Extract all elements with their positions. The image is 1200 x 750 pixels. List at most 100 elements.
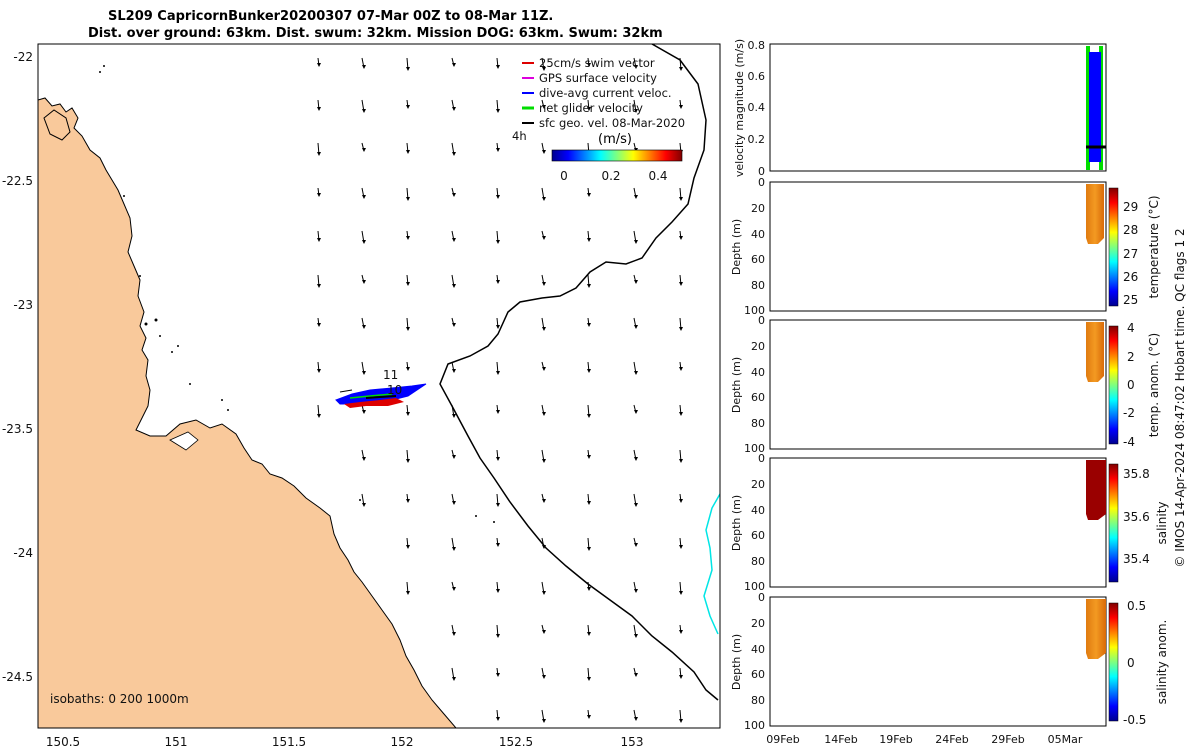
temperature-section <box>1086 184 1104 244</box>
current-arrow-head <box>496 457 500 461</box>
current-arrow-head <box>634 410 638 414</box>
current-arrow-head <box>317 284 321 288</box>
salinity-section <box>1086 460 1106 520</box>
current-arrow-head <box>452 323 456 327</box>
current-arrow-head <box>362 109 366 113</box>
current-arrow-head <box>679 499 683 503</box>
reef-dots <box>99 65 495 523</box>
current-arrow-head <box>452 369 456 373</box>
current-arrow-head <box>634 325 638 329</box>
depth-tick: 80 <box>751 694 765 707</box>
current-arrow-head <box>496 410 500 414</box>
current-arrow-head <box>679 412 683 416</box>
current-arrow-head <box>542 459 546 463</box>
velocity-axes <box>769 43 1107 172</box>
velocity-panel: 0 0.2 0.4 0.6 0.8 velocity magnitude (m/… <box>733 39 1107 178</box>
figure-title-line2: Dist. over ground: 63km. Dist. swum: 32k… <box>88 26 663 41</box>
depth-tick: 100 <box>744 580 765 593</box>
current-arrow-head <box>406 412 410 416</box>
depth-tick: 100 <box>744 442 765 455</box>
depth-tick: 40 <box>751 228 765 241</box>
map-legend: 25cm/s swim vector GPS surface velocity … <box>512 56 685 143</box>
sal-anom-axes <box>769 596 1107 727</box>
cbar-tick: 0 <box>1127 378 1135 392</box>
depth-tick: 60 <box>751 668 765 681</box>
island-outline <box>169 431 199 451</box>
current-arrow-head <box>679 719 683 723</box>
cbar-tick: 35.4 <box>1123 552 1150 566</box>
cbar-tick: 25 <box>1123 293 1138 307</box>
temp-anom-colorbar <box>1108 325 1119 445</box>
current-arrow-head <box>542 367 546 371</box>
current-arrow-head <box>362 240 366 244</box>
temperature-depth-ticks: 0 20 40 60 80 100 <box>744 176 765 317</box>
depth-tick: 60 <box>751 529 765 542</box>
depth-tick: 40 <box>751 504 765 517</box>
velocity-dive-trace <box>1089 52 1101 162</box>
sal-anom-cbar-label: salinity anom. <box>1155 620 1169 705</box>
current-arrow-head <box>406 327 410 331</box>
current-arrow-head <box>587 238 591 242</box>
current-arrow-head <box>634 280 638 284</box>
lat-tick: -22.5 <box>2 174 33 188</box>
current-arrow-head <box>496 717 500 721</box>
current-arrow-head <box>496 148 500 152</box>
temperature-axes <box>769 181 1107 312</box>
current-arrow-head <box>496 280 500 284</box>
map-frame <box>37 43 721 729</box>
current-arrow-head <box>452 193 456 197</box>
current-arrow-head <box>496 589 500 593</box>
lon-tick: 151.5 <box>272 735 306 749</box>
current-arrow-head <box>679 367 683 371</box>
current-arrow-head <box>542 719 546 723</box>
current-arrow-head <box>362 457 366 461</box>
time-tick: 29Feb <box>991 733 1024 746</box>
colorbar-tick: 0 <box>560 169 568 183</box>
current-arrow-head <box>496 65 500 69</box>
depth-tick: 40 <box>751 366 765 379</box>
cbar-tick: 2 <box>1127 350 1135 364</box>
temp-anom-cbar-label: temp. anom. (°C) <box>1147 333 1161 437</box>
velocity-tick: 0.2 <box>748 133 766 146</box>
temp-anom-section <box>1086 322 1104 382</box>
cbar-tick: 28 <box>1123 223 1138 237</box>
legend-item-net: net glider velocity <box>539 101 643 115</box>
sal-anom-depth-ticks: 0 20 40 60 80 100 <box>744 591 765 732</box>
temperature-panel: 0 20 40 60 80 100 Depth (m) 25 26 27 28 … <box>730 176 1161 317</box>
colorbar-title: (m/s) <box>598 132 632 147</box>
temp-anom-panel: 0 20 40 60 80 100 Depth (m) -4 -2 0 2 4 … <box>730 314 1161 455</box>
current-arrow-head <box>452 152 456 156</box>
current-arrow-head <box>634 589 638 593</box>
sal-anom-section <box>1086 599 1106 659</box>
current-arrow-head <box>634 673 638 677</box>
legend-item-swim: 25cm/s swim vector <box>539 56 655 70</box>
temperature-cbar-ticks: 25 26 27 28 29 <box>1123 200 1138 307</box>
salinity-ylabel: Depth (m) <box>730 495 743 551</box>
current-arrow-head <box>542 105 546 109</box>
salinity-cbar-label: salinity <box>1155 501 1169 544</box>
current-arrow-head <box>587 632 591 636</box>
depth-tick: 80 <box>751 279 765 292</box>
depth-tick: 20 <box>751 340 765 353</box>
lon-tick: 152 <box>391 735 414 749</box>
lon-tick: 150.5 <box>46 735 80 749</box>
cbar-tick: -0.5 <box>1123 713 1146 727</box>
current-arrow-head <box>406 499 410 503</box>
cbar-tick: 27 <box>1123 247 1138 261</box>
current-arrow-head <box>542 591 546 595</box>
temp-anom-axes <box>769 319 1107 450</box>
glider-track <box>335 383 427 408</box>
velocity-net-trace <box>1086 46 1090 170</box>
velocity-tick: 0.4 <box>748 101 766 114</box>
depth-tick: 40 <box>751 643 765 656</box>
salinity-depth-ticks: 0 20 40 60 80 100 <box>744 452 765 593</box>
depth-tick: 100 <box>744 304 765 317</box>
land-mass <box>38 97 457 728</box>
current-arrow-head <box>317 107 321 111</box>
current-arrow-head <box>542 150 546 154</box>
isobaths-note: isobaths: 0 200 1000m <box>50 692 189 706</box>
colorbar-tick: 0.2 <box>601 169 620 183</box>
time-tick: 14Feb <box>824 733 857 746</box>
current-arrow-head <box>496 503 500 507</box>
